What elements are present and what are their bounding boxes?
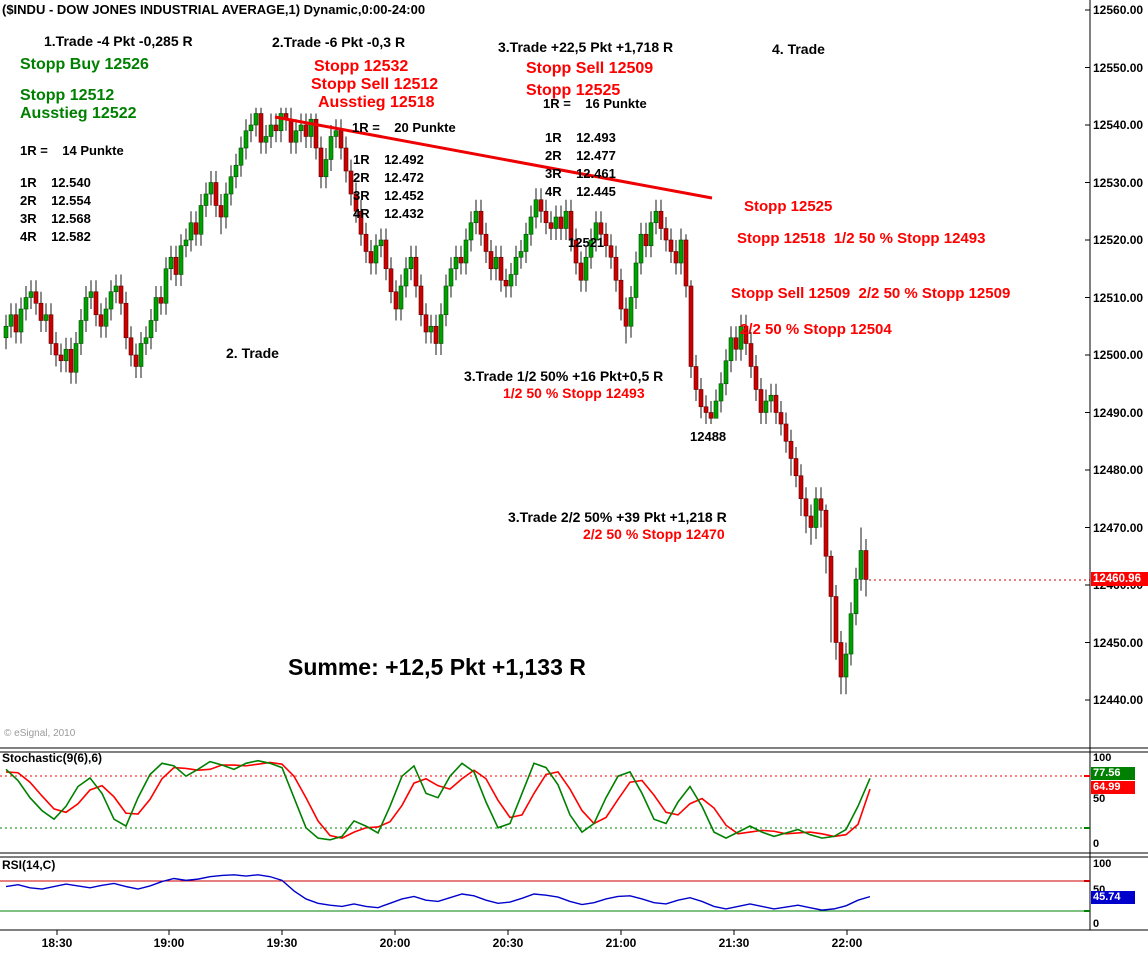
rsi-value: 45.74 <box>1091 891 1135 904</box>
annotation-trade3-stopp-sell: Stopp Sell 12509 <box>526 60 654 77</box>
annotation-trade1-stopp: Stopp 12512 <box>20 87 115 104</box>
stochastic-k-value: 77.56 <box>1091 767 1135 780</box>
price-axis-label: 12530.00 <box>1093 175 1144 190</box>
price-axis-label: 12550.00 <box>1093 60 1144 75</box>
time-axis-label: 21:30 <box>718 936 750 950</box>
price-axis-label: 12470.00 <box>1093 520 1144 535</box>
chart-title: ($INDU - DOW JONES INDUSTRIAL AVERAGE,1)… <box>2 2 426 17</box>
price-axis-label: 12520.00 <box>1093 233 1144 247</box>
time-axis-label: 20:30 <box>492 936 524 950</box>
annotation-trade2-title: 2.Trade -6 Pkt -0,3 R <box>272 34 406 50</box>
esignal-watermark: © eSignal, 2010 <box>4 728 76 739</box>
annotation-price-12521: 12521 <box>568 235 605 250</box>
stochastic-scale-label: 100 <box>1093 752 1112 764</box>
price-axis-label: 12560.00 <box>1093 3 1144 17</box>
rsi-scale-label: 0 <box>1093 918 1100 930</box>
time-axis-label: 19:00 <box>153 936 185 950</box>
stochastic-d-value: 64.99 <box>1091 781 1135 794</box>
annotation-trade4-stopp4: 2/2 50 % Stopp 12504 <box>740 321 892 338</box>
annotation-trade4-stopp2: Stopp 12518 1/2 50 % Stopp 12493 <box>737 230 986 247</box>
time-axis-label: 20:00 <box>379 936 411 950</box>
stochastic-label: Stochastic(9(6),6) <box>2 751 103 765</box>
annotation-trade3-half1: 3.Trade 1/2 50% +16 Pkt+0,5 R <box>464 368 664 384</box>
annotation-trade2-marker: 2. Trade <box>226 345 279 361</box>
annotation-trade2-levels: 1R 12.492 2R 12.472 3R 12.452 4R 12.432 <box>353 152 424 221</box>
annotation-trade4-title: 4. Trade <box>772 41 825 57</box>
annotation-trade1-stopp-buy: Stopp Buy 12526 <box>20 56 149 73</box>
time-axis-label: 19:30 <box>266 936 298 950</box>
last-price-label: 12460.96 <box>1091 572 1148 586</box>
rsi-scale-label: 100 <box>1093 858 1112 870</box>
annotation-price-12488: 12488 <box>690 429 727 444</box>
annotation-trade3-stopp: Stopp 12525 <box>526 82 621 99</box>
annotation-trade2-ausstieg: Ausstieg 12518 <box>318 94 435 111</box>
annotation-trade3-risk: 1R = 16 Punkte <box>543 96 647 111</box>
time-axis-label: 22:00 <box>831 936 863 950</box>
time-axis-label: 18:30 <box>41 936 73 950</box>
annotation-trade2-stopp: Stopp 12532 <box>314 58 409 75</box>
annotation-trade4-stopp3: Stopp Sell 12509 2/2 50 % Stopp 12509 <box>731 285 1011 302</box>
annotation-trade3-half2-stopp: 2/2 50 % Stopp 12470 <box>583 526 725 542</box>
annotation-trade1-title: 1.Trade -4 Pkt -0,285 R <box>44 33 193 49</box>
price-axis-label: 12490.00 <box>1093 405 1144 420</box>
price-axis-label: 12440.00 <box>1093 693 1144 707</box>
annotation-trade4-stopp1: Stopp 12525 <box>744 198 833 215</box>
annotation-trade3-title: 3.Trade +22,5 Pkt +1,718 R <box>498 39 674 55</box>
annotation-trade2-stopp-sell: Stopp Sell 12512 <box>311 76 439 93</box>
stochastic-scale-label: 50 <box>1093 793 1106 805</box>
annotation-trade3-half2: 3.Trade 2/2 50% +39 Pkt +1,218 R <box>508 509 727 525</box>
rsi-label: RSI(14,C) <box>2 858 56 872</box>
stochastic-scale-label: 0 <box>1093 838 1100 850</box>
annotation-trade3-levels: 1R 12.493 2R 12.477 3R 12.461 4R 12.445 <box>545 130 616 199</box>
price-axis-label: 12480.00 <box>1093 463 1144 477</box>
annotation-trade1-risk: 1R = 14 Punkte <box>20 143 124 158</box>
annotation-trade1-ausstieg: Ausstieg 12522 <box>20 105 137 122</box>
price-axis-label: 12500.00 <box>1093 348 1144 362</box>
time-axis-label: 21:00 <box>605 936 637 950</box>
annotation-trade2-risk: 1R = 20 Punkte <box>352 120 456 135</box>
price-axis-label: 12540.00 <box>1093 118 1144 132</box>
annotation-trade3-half1-stopp: 1/2 50 % Stopp 12493 <box>503 385 645 401</box>
price-axis-label: 12510.00 <box>1093 290 1144 305</box>
annotation-summe: Summe: +12,5 Pkt +1,133 R <box>288 654 586 680</box>
price-axis-label: 12450.00 <box>1093 635 1144 650</box>
annotation-trade1-levels: 1R 12.540 2R 12.554 3R 12.568 4R 12.582 <box>20 175 91 244</box>
